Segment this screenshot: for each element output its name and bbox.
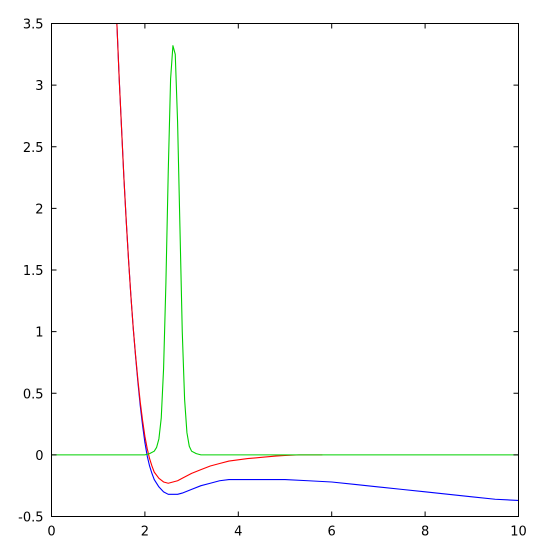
plot-frame (51, 23, 519, 517)
series-layer (51, 23, 518, 502)
y-tick-label: 3.5 (23, 18, 44, 33)
y-tick-label: -0.5 (18, 511, 43, 526)
y-tick-label: 0 (35, 449, 43, 464)
x-tick-label: 8 (421, 525, 429, 540)
y-tick-label: 2 (35, 202, 43, 217)
y-tick-label: 0.5 (23, 387, 44, 402)
y-tick-label: 1.5 (23, 264, 44, 279)
x-tick-label: 4 (234, 525, 242, 540)
series-line-2 (116, 23, 323, 484)
x-tick-label: 2 (141, 525, 149, 540)
y-tick-label: 1 (35, 326, 43, 341)
x-tick-label: 10 (510, 525, 527, 540)
x-tick-label: 0 (47, 525, 55, 540)
y-tick-label: 2.5 (23, 141, 44, 156)
series-line-3 (51, 45, 518, 456)
tick-layer: 0 2 4 6 8 10 -0.5 0 0.5 1 1.5 2 2.5 3 3.5 (18, 18, 527, 540)
x-tick-label: 6 (328, 525, 336, 540)
y-tick-label: 3 (35, 79, 43, 94)
